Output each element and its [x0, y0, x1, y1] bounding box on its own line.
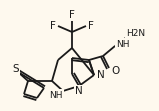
- Text: NH: NH: [49, 90, 63, 99]
- Text: F: F: [69, 10, 75, 20]
- Text: F: F: [88, 21, 94, 31]
- Text: N: N: [97, 70, 105, 80]
- Text: O: O: [111, 66, 119, 76]
- Text: F: F: [50, 21, 56, 31]
- Text: NH: NH: [116, 40, 130, 49]
- Text: N: N: [75, 86, 83, 96]
- Text: H2N: H2N: [126, 29, 145, 38]
- Text: S: S: [13, 64, 19, 74]
